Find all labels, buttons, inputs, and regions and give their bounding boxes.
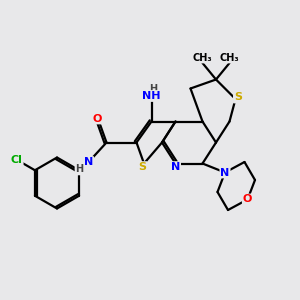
Text: O: O xyxy=(93,113,102,124)
Text: O: O xyxy=(243,194,252,205)
Text: CH₃: CH₃ xyxy=(193,52,212,63)
Text: S: S xyxy=(234,92,242,103)
Text: NH: NH xyxy=(142,91,160,101)
Text: S: S xyxy=(139,162,146,172)
Text: N: N xyxy=(171,162,180,172)
Text: H: H xyxy=(149,84,157,94)
Text: N: N xyxy=(84,157,93,167)
Text: Cl: Cl xyxy=(11,155,23,165)
Text: N: N xyxy=(220,167,230,178)
Text: CH₃: CH₃ xyxy=(220,52,239,63)
Text: H: H xyxy=(75,164,84,175)
